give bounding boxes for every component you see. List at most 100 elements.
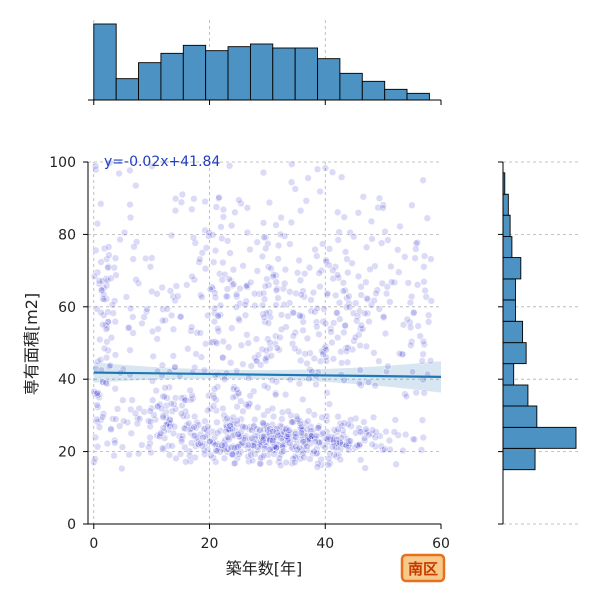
scatter-point xyxy=(267,352,275,360)
scatter-point xyxy=(102,353,111,362)
scatter-point xyxy=(201,265,210,273)
scatter-point xyxy=(219,205,228,214)
x-hist-bar xyxy=(249,43,274,101)
scatter-point xyxy=(130,243,138,251)
scatter-point xyxy=(209,402,218,410)
scatter-point xyxy=(122,293,131,301)
scatter-point xyxy=(239,407,247,415)
scatter-point xyxy=(334,333,342,342)
scatter-point xyxy=(100,290,108,299)
scatter-point xyxy=(334,236,342,244)
scatter-point xyxy=(241,311,250,319)
scatter-point xyxy=(334,425,342,433)
scatter-point xyxy=(295,256,303,265)
scatter-point xyxy=(301,270,309,278)
scatter-point xyxy=(233,417,241,425)
scatter-point xyxy=(244,402,252,411)
scatter-point xyxy=(97,200,105,208)
scatter-point xyxy=(129,329,137,337)
scatter-point xyxy=(276,333,284,342)
x-hist-bar xyxy=(138,62,162,101)
scatter-point xyxy=(297,429,305,437)
scatter-point xyxy=(219,258,227,267)
scatter-point xyxy=(350,337,358,345)
scatter-point xyxy=(324,433,332,441)
scatter-point xyxy=(213,339,221,347)
scatter-point xyxy=(259,289,268,297)
scatter-point xyxy=(126,200,134,209)
scatter-point xyxy=(149,352,157,361)
scatter-point xyxy=(214,312,222,320)
scatter-point xyxy=(126,166,134,175)
scatter-point xyxy=(256,426,264,434)
scatter-point xyxy=(303,442,311,450)
scatter-point xyxy=(277,325,286,334)
scatter-point xyxy=(223,237,232,245)
scatter-point xyxy=(377,239,386,247)
scatter-point xyxy=(243,228,252,237)
scatter-point xyxy=(271,389,280,397)
scatter-point xyxy=(158,317,167,325)
scatter-point xyxy=(357,291,365,299)
scatter-point xyxy=(242,282,251,290)
scatter-point xyxy=(187,396,195,404)
scatter-point xyxy=(204,406,212,415)
scatter-point xyxy=(186,386,194,395)
scatter-point xyxy=(272,332,280,340)
scatter-point xyxy=(262,357,270,365)
scatter-point xyxy=(329,266,337,274)
scatter-point xyxy=(369,413,378,422)
scatter-point xyxy=(223,285,232,293)
scatter-point xyxy=(335,228,343,236)
scatter-point xyxy=(338,359,346,367)
scatter-point xyxy=(267,264,275,273)
scatter-point xyxy=(322,357,331,365)
scatter-point xyxy=(420,278,428,286)
scatter-point xyxy=(258,252,267,261)
scatter-point xyxy=(234,430,243,438)
scatter-point xyxy=(321,319,330,328)
scatter-point xyxy=(166,422,174,430)
x-tick-label: 0 xyxy=(89,536,98,552)
scatter-point xyxy=(218,276,226,284)
scatter-point xyxy=(230,444,239,452)
scatter-point xyxy=(370,296,378,305)
scatter-point xyxy=(353,317,361,325)
scatter-point xyxy=(251,415,259,424)
scatter-point xyxy=(337,434,345,442)
scatter-point xyxy=(371,433,380,442)
scatter-point xyxy=(107,425,115,434)
scatter-point xyxy=(318,413,326,422)
scatter-point xyxy=(251,301,259,310)
scatter-point xyxy=(93,268,102,277)
scatter-point xyxy=(228,450,237,459)
scatter-point xyxy=(420,340,428,349)
scatter-point xyxy=(318,240,327,248)
scatter-point xyxy=(93,220,102,228)
scatter-point xyxy=(402,430,410,439)
scatter-point xyxy=(232,303,240,311)
scatter-point xyxy=(118,464,126,473)
scatter-point xyxy=(305,263,314,272)
scatter-point xyxy=(390,278,399,287)
scatter-point xyxy=(344,268,352,277)
scatter-point xyxy=(168,442,176,450)
scatter-point xyxy=(396,222,404,231)
scatter-point xyxy=(179,432,187,440)
y-hist-bar xyxy=(502,384,529,407)
scatter-point xyxy=(202,340,210,348)
scatter-point xyxy=(97,258,105,266)
regression-line xyxy=(93,371,442,378)
scatter-point xyxy=(424,311,433,319)
scatter-point xyxy=(160,393,169,401)
scatter-point xyxy=(201,197,209,206)
scatter-point xyxy=(293,412,301,421)
scatter-point xyxy=(174,292,182,300)
scatter-point xyxy=(237,397,245,405)
scatter-point xyxy=(311,438,319,446)
scatter-point xyxy=(247,278,255,287)
scatter-point xyxy=(315,269,323,277)
scatter-point xyxy=(361,464,369,472)
scatter-point xyxy=(100,244,109,253)
scatter-point xyxy=(269,433,278,442)
